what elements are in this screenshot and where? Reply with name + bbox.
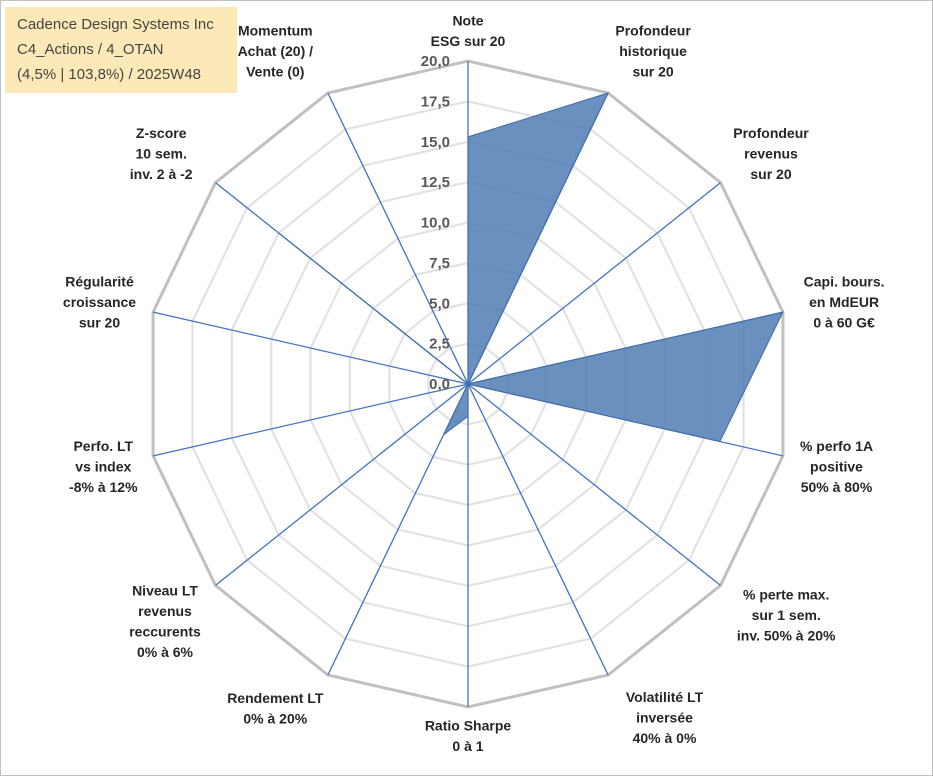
tick-label-2: 5,0 [429,295,450,312]
axis-label-1: Note ESG sur 20 [431,13,506,50]
axis-label-8: Ratio Sharpe 0 à 1 [425,718,512,755]
axis-label-line: Rendement LT [227,690,324,706]
axis-label-line: sur 20 [79,315,120,331]
axis-label-5: % perfo 1A positive 50% à 80% [800,438,873,495]
axis-spoke-10 [215,383,469,586]
axis-spoke-14 [327,92,469,385]
axis-label-10: Niveau LT revenus reccurents 0% à 6% [129,582,201,660]
axis-label-line: 50% à 80% [801,479,873,495]
axis-label-line: inversée [636,709,693,725]
axis-label-line: Profondeur [733,125,809,141]
axis-label-line: sur 20 [750,166,791,182]
axis-label-line: revenus [138,603,192,619]
axis-label-line: Ratio Sharpe [425,718,512,734]
tick-label-3: 7,5 [429,255,450,272]
company-name: Cadence Design Systems Inc [17,16,214,33]
axis-label-line: inv. 50% à 20% [737,627,836,643]
axis-label-line: inv. 2 à -2 [130,166,193,182]
axis-label-line: sur 20 [632,64,673,80]
axis-label-line: % perte max. [743,586,829,602]
radar-series [278,92,784,443]
axis-label-line: 10 sem. [136,146,187,162]
weights-and-week: (4,5% | 103,8%) / 2025W48 [17,66,201,83]
axis-label-14: Momentum Achat (20) / Vente (0) [238,23,314,80]
axis-label-line: Volatilité LT [626,689,704,705]
axis-label-3: Profondeur revenus sur 20 [733,125,809,182]
axis-label-line: Z-score [136,125,187,141]
axis-label-line: Achat (20) / [238,43,314,59]
axis-label-13: Z-score 10 sem. inv. 2 à -2 [130,125,193,182]
axis-labels: Note ESG sur 20 Profondeur historique sur 20… [63,13,885,755]
tick-label-5: 12,5 [421,174,450,191]
axis-label-line: -8% à 12% [69,479,138,495]
axis-label-line: vs index [75,459,131,475]
tick-label-1: 2,5 [429,336,450,353]
axis-label-line: Capi. bours. [804,274,885,290]
axis-label-line: 0% à 6% [137,644,194,660]
data-series-area [278,92,784,443]
axis-spoke-11 [152,383,469,457]
axis-label-line: 0 à 1 [452,738,483,754]
axis-label-line: revenus [744,146,798,162]
axis-label-line: positive [810,459,863,475]
tick-label-0: 0,0 [429,376,450,393]
axis-label-line: Régularité [65,274,134,290]
axis-label-line: 40% à 0% [633,730,697,746]
axis-label-line: 0 à 60 G€ [813,315,875,331]
axis-spoke-6 [467,383,721,586]
axis-label-6: % perte max. sur 1 sem. inv. 50% à 20% [737,586,836,643]
axis-label-line: reccurents [129,623,201,639]
axis-label-line: Momentum [238,23,313,39]
axis-label-line: 0% à 20% [243,710,307,726]
axis-label-11: Perfo. LT vs index -8% à 12% [69,438,138,495]
radial-tick-labels: 0,0 2,5 5,0 7,5 10,0 12,5 15,0 17,5 20,0 [421,53,450,393]
axis-label-line: Profondeur [615,23,691,39]
axis-label-line: Vente (0) [246,64,304,80]
tick-label-8: 20,0 [421,53,450,70]
axis-label-line: historique [619,43,687,59]
axis-label-4: Capi. bours. en MdEUR 0 à 60 G€ [804,274,885,331]
axis-label-line: Note [452,13,483,29]
portfolio-category: C4_Actions / 4_OTAN [17,41,164,58]
axis-label-12: Régularité croissance sur 20 [63,274,136,331]
axis-label-line: en MdEUR [809,294,879,310]
axis-spoke-3 [467,182,721,385]
tick-label-6: 15,0 [421,134,450,151]
tick-label-7: 17,5 [421,93,450,110]
axis-label-2: Profondeur historique sur 20 [615,23,691,80]
axis-label-9: Rendement LT 0% à 20% [227,690,324,727]
axis-spoke-12 [152,311,469,385]
axis-label-line: Niveau LT [132,582,198,598]
axis-label-line: sur 1 sem. [752,607,821,623]
tick-label-4: 10,0 [421,215,450,232]
axis-label-7: Volatilité LT inversée 40% à 0% [626,689,704,746]
chart-info-box: Cadence Design Systems Inc C4_Actions / … [5,7,237,93]
axis-label-line: ESG sur 20 [431,33,506,49]
axis-label-line: Perfo. LT [73,438,133,454]
axis-spoke-7 [467,383,609,676]
axis-label-line: % perfo 1A [800,438,873,454]
axis-label-line: croissance [63,294,136,310]
